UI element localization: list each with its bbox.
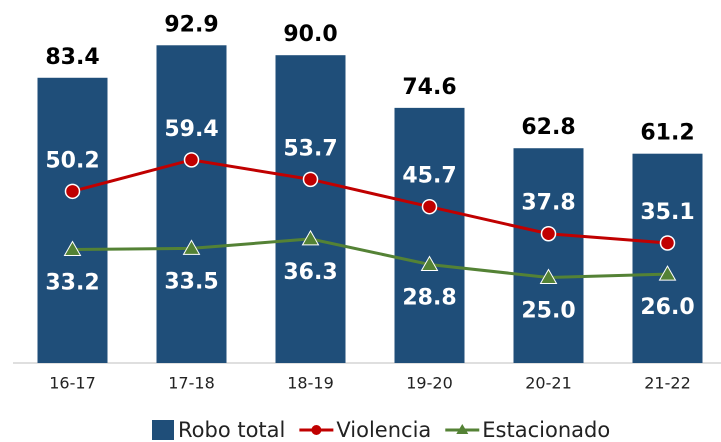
line-label: 59.4 — [164, 117, 218, 142]
line-label: 50.2 — [45, 148, 99, 173]
bar — [632, 153, 703, 363]
line — [72, 237, 668, 280]
x-tick-label: 20-21 — [525, 374, 572, 393]
line-label: 37.8 — [521, 191, 575, 216]
legend-marker — [311, 425, 322, 435]
x-tick-label: 16-17 — [49, 374, 96, 393]
marker — [420, 255, 439, 272]
line-label: 33.5 — [164, 269, 218, 294]
marker — [182, 239, 201, 255]
marker — [540, 225, 557, 242]
bar-label: 74.6 — [402, 75, 456, 100]
marker — [421, 198, 438, 215]
bar-label: 90.0 — [283, 22, 337, 47]
marker — [659, 235, 676, 251]
bar — [37, 77, 108, 363]
legend-swatch — [152, 420, 174, 440]
line-label: 36.3 — [283, 260, 337, 285]
marker — [64, 183, 81, 200]
line-label: 33.2 — [45, 270, 99, 295]
bar — [513, 148, 584, 363]
x-tick-label: 18-19 — [287, 374, 334, 393]
line-label: 53.7 — [283, 136, 337, 161]
bar-label: 92.9 — [164, 12, 218, 37]
bar-label: 83.4 — [45, 45, 99, 70]
x-tick-label: 17-18 — [168, 374, 215, 393]
x-tick-label: 21-22 — [644, 374, 691, 393]
legend-marker — [456, 424, 469, 434]
bar-label: 62.8 — [521, 115, 575, 140]
bar — [394, 107, 465, 363]
line-label: 25.0 — [521, 299, 575, 324]
line-label: 45.7 — [402, 164, 456, 189]
marker — [301, 229, 320, 246]
legend-label: Estacionado — [482, 418, 610, 442]
line-label: 28.8 — [402, 286, 456, 311]
line — [72, 158, 668, 245]
bar-label: 61.2 — [640, 121, 694, 146]
marker — [63, 240, 82, 256]
marker — [539, 268, 558, 284]
bar — [156, 45, 227, 363]
marker — [302, 171, 319, 188]
x-tick-label: 19-20 — [406, 374, 453, 393]
line-label: 26.0 — [640, 295, 694, 320]
marker — [658, 265, 677, 281]
line-label: 35.1 — [640, 200, 694, 225]
legend-label: Robo total — [178, 418, 285, 442]
bar — [275, 55, 346, 363]
legend-label: Violencia — [336, 418, 431, 442]
marker — [183, 152, 200, 168]
